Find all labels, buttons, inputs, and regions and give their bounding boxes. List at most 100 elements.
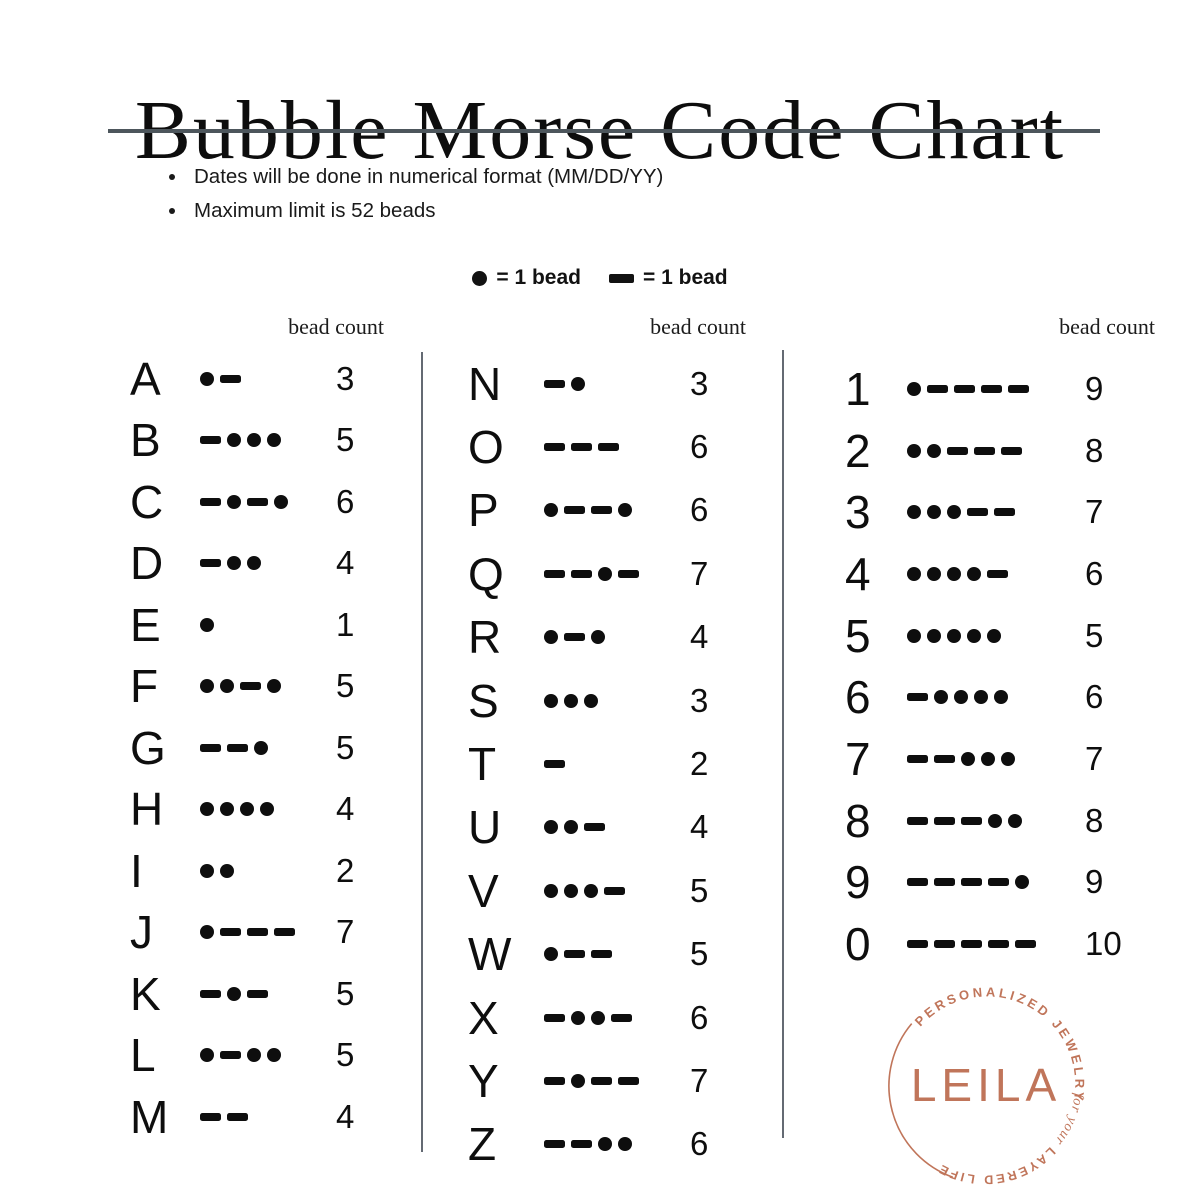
morse-code <box>544 630 690 645</box>
morse-code <box>907 443 1085 458</box>
dash-icon <box>988 940 1009 949</box>
morse-code <box>907 381 1085 396</box>
dash-icon <box>618 1076 639 1085</box>
dash-icon <box>200 559 221 568</box>
morse-code <box>200 986 336 1001</box>
morse-character: 6 <box>845 671 871 724</box>
title-underline <box>108 129 1100 133</box>
dash-icon <box>200 497 221 506</box>
dot-icon <box>988 813 1002 828</box>
dot-icon <box>907 381 921 396</box>
dash-icon <box>544 1076 565 1085</box>
morse-character: 2 <box>845 424 871 477</box>
morse-character: Y <box>468 1054 499 1107</box>
morse-character: D <box>130 537 164 590</box>
morse-character: 7 <box>845 732 871 785</box>
morse-character: L <box>130 1029 156 1082</box>
bead-count-value: 4 <box>690 808 709 846</box>
dash-icon <box>907 754 928 763</box>
bead-count-value: 6 <box>1085 678 1104 716</box>
logo-arc <box>888 1023 954 1178</box>
morse-character: S <box>468 674 499 727</box>
bead-count-value: 5 <box>690 871 709 909</box>
morse-character: M <box>130 1090 169 1143</box>
dash-legend-label: = 1 bead <box>643 266 728 289</box>
dash-icon <box>618 569 639 578</box>
dot-icon <box>274 494 288 509</box>
bead-count-value: 5 <box>336 728 355 766</box>
morse-code <box>200 925 336 940</box>
dot-icon <box>987 628 1001 643</box>
dot-icon <box>200 863 214 878</box>
bead-count-value: 5 <box>1085 616 1104 654</box>
dot-icon <box>220 679 234 694</box>
dot-icon <box>598 566 612 581</box>
dash-icon <box>907 940 928 949</box>
dash-icon <box>220 928 241 937</box>
notes-list: Dates will be done in numerical format (… <box>168 160 663 228</box>
dash-icon <box>954 384 975 393</box>
dot-icon <box>1001 751 1015 766</box>
dot-icon <box>247 1048 261 1063</box>
dash-icon <box>274 928 295 937</box>
column-numbers: bead count 1 9 2 8 3 7 4 6 5 5 6 6 7 7 8 8 9 9 0 10 <box>845 312 1157 975</box>
dash-icon <box>247 497 268 506</box>
dash-icon <box>220 374 241 383</box>
dot-icon <box>564 820 578 835</box>
morse-code <box>544 820 690 835</box>
dot-bead-icon <box>472 270 488 286</box>
dot-icon <box>927 443 941 458</box>
dot-icon <box>544 503 558 518</box>
dash-icon <box>591 1076 612 1085</box>
dash-icon <box>544 760 565 769</box>
morse-character: G <box>130 721 166 774</box>
morse-character: B <box>130 414 161 467</box>
morse-code <box>200 617 336 632</box>
morse-code <box>200 802 336 817</box>
morse-character: 4 <box>845 547 871 600</box>
bead-count-value: 3 <box>336 359 355 397</box>
dot-icon <box>981 751 995 766</box>
morse-code <box>544 566 690 581</box>
dash-icon <box>934 754 955 763</box>
morse-character: X <box>468 991 499 1044</box>
bead-count-value: 2 <box>690 745 709 783</box>
dot-icon <box>267 679 281 694</box>
dot-icon <box>200 1048 214 1063</box>
dot-icon <box>267 1048 281 1063</box>
dot-icon <box>967 628 981 643</box>
dash-icon <box>564 633 585 642</box>
morse-character: Z <box>468 1118 497 1171</box>
dot-icon <box>227 986 241 1001</box>
morse-code <box>544 947 690 962</box>
dash-icon <box>564 950 585 959</box>
dot-icon <box>220 802 234 817</box>
dot-icon <box>1008 813 1022 828</box>
dot-icon <box>974 690 988 705</box>
morse-code <box>544 1073 690 1088</box>
dash-icon <box>564 506 585 515</box>
bead-count-value: 7 <box>690 554 709 592</box>
dot-icon <box>967 566 981 581</box>
dash-bead-icon <box>609 273 634 283</box>
dot-icon <box>564 883 578 898</box>
dash-icon <box>947 446 968 455</box>
dash-icon <box>988 878 1009 887</box>
dot-icon <box>584 883 598 898</box>
morse-character: I <box>130 844 143 897</box>
bead-count-value: 6 <box>1085 554 1104 592</box>
dot-icon <box>947 628 961 643</box>
morse-code <box>907 690 1085 705</box>
morse-code <box>544 376 690 391</box>
dot-icon <box>200 925 214 940</box>
